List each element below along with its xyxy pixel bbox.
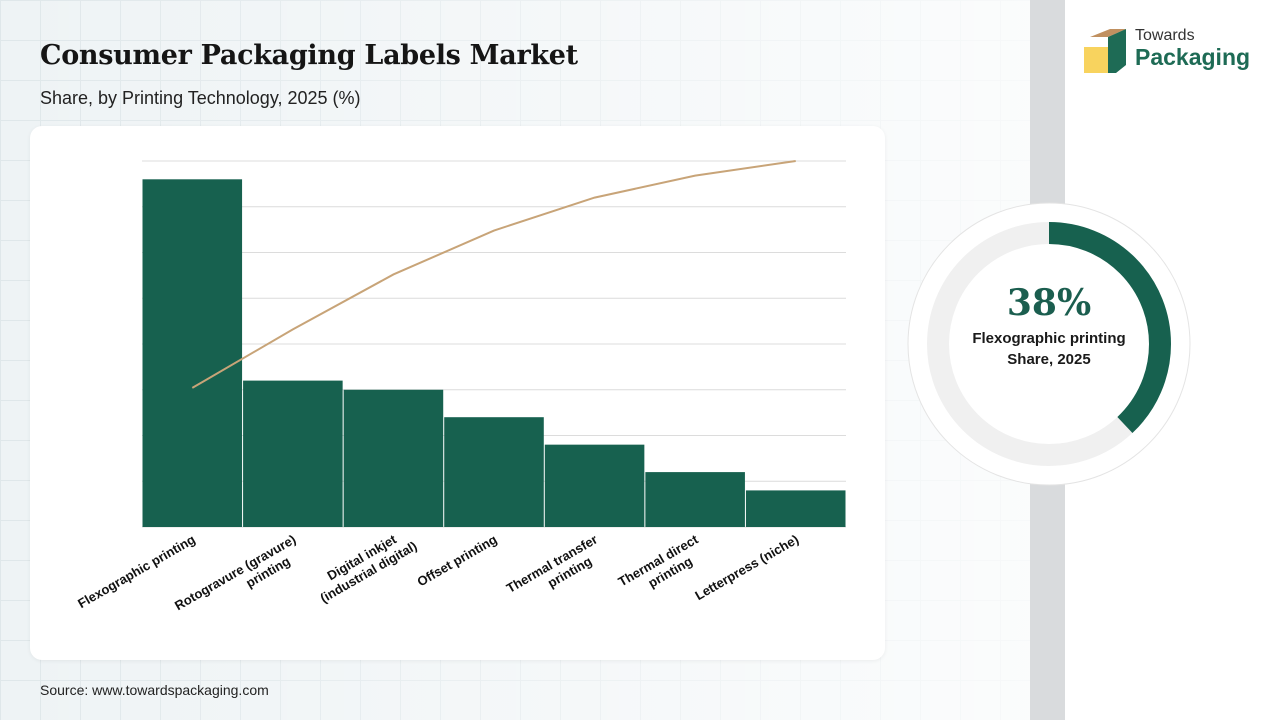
bar-0: [142, 179, 243, 528]
source-note: Source: www.towardspackaging.com: [40, 682, 269, 698]
bar-1: [243, 380, 343, 527]
x-tick-label: Thermal transferprinting: [504, 532, 608, 610]
donut-center: 38% Flexographic printing Share, 2025: [969, 282, 1129, 370]
x-tick-label: Letterpress (niche): [692, 532, 801, 604]
bar-4: [544, 444, 645, 527]
x-tick-label: Digital inkjet(industrial digital): [310, 524, 420, 605]
cumulative-line: [191, 160, 796, 389]
page-subtitle: Share, by Printing Technology, 2025 (%): [40, 88, 361, 108]
logo-text-packaging: Packaging: [1135, 44, 1251, 70]
bar-3: [444, 417, 544, 527]
bar-5: [645, 472, 745, 527]
x-tick-label: Offset printing: [414, 532, 499, 590]
logo-text-towards: Towards: [1135, 27, 1195, 44]
highlight-label: Flexographic printing Share, 2025: [972, 330, 1126, 368]
bar-6: [745, 490, 846, 527]
page-title: Consumer Packaging Labels Market: [40, 40, 578, 71]
bar-2: [343, 389, 444, 527]
highlight-value: 38%: [1006, 282, 1092, 324]
box-logo-icon: [1084, 29, 1126, 73]
brand-logo: Towards Packaging: [1082, 27, 1262, 77]
